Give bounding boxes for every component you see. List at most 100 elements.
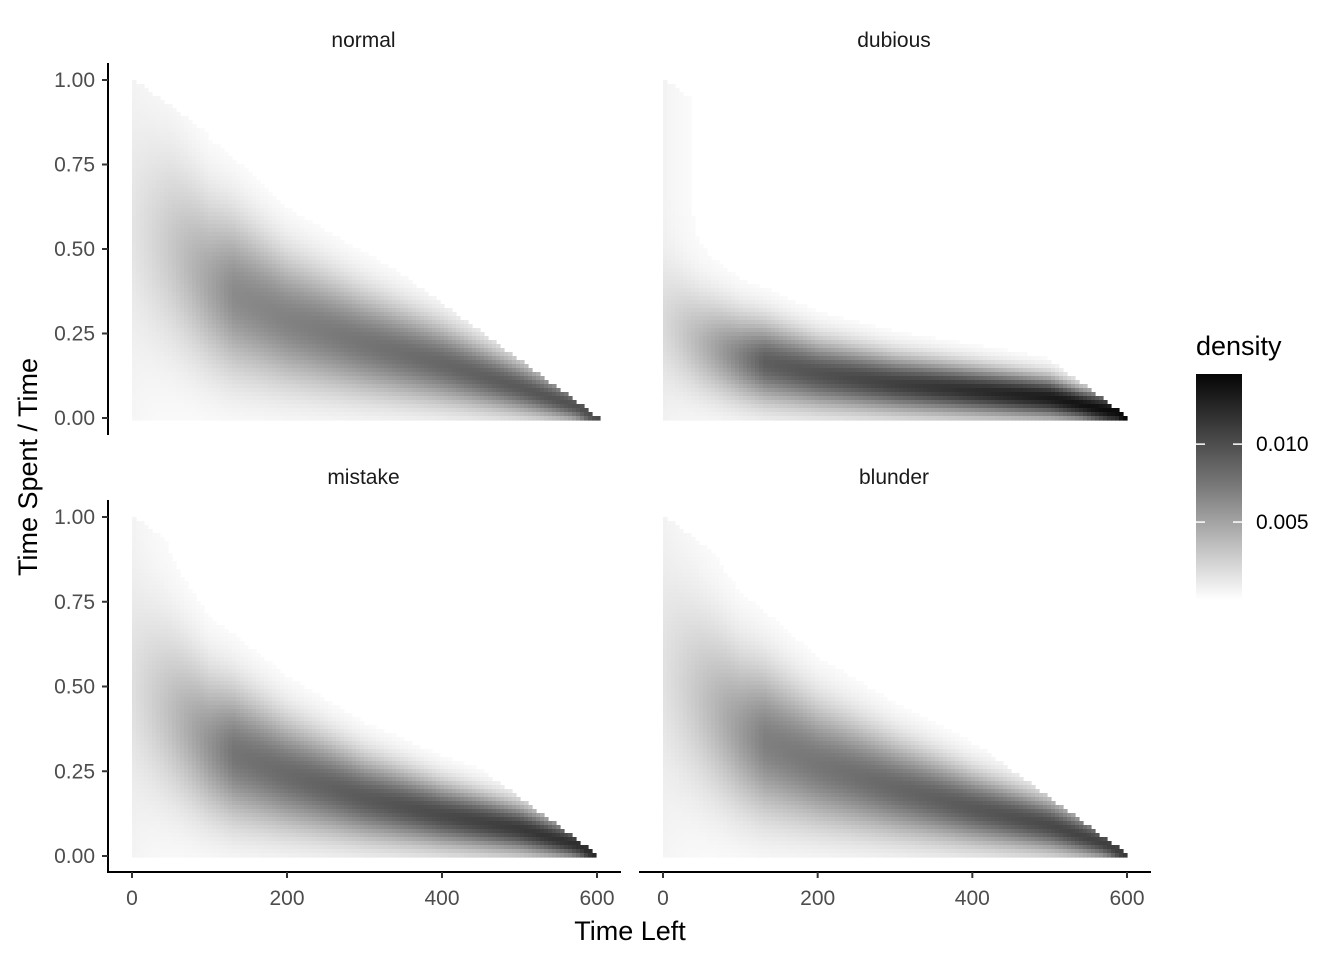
density-cell [184, 340, 189, 345]
density-cell [204, 316, 209, 321]
density-cell [404, 348, 409, 353]
density-cell [180, 312, 185, 317]
density-cell [548, 388, 553, 393]
density-cell [372, 256, 377, 261]
density-cell [384, 300, 389, 305]
density-cell [424, 388, 429, 393]
density-cell [288, 236, 293, 241]
density-cell [328, 312, 333, 317]
density-cell [152, 148, 157, 153]
density-cell [388, 288, 393, 293]
density-cell [168, 136, 173, 141]
density-cell [300, 384, 305, 389]
density-cell [328, 404, 333, 409]
density-cell [192, 216, 197, 221]
density-cell [136, 412, 141, 417]
density-cell [328, 308, 333, 313]
density-cell [200, 240, 205, 245]
density-cell [204, 140, 209, 145]
density-cell [228, 240, 233, 245]
density-cell [432, 336, 437, 341]
density-cell [452, 320, 457, 325]
density-cell [288, 244, 293, 249]
density-cell [168, 348, 173, 353]
density-cell [144, 260, 149, 265]
density-cell [332, 324, 337, 329]
density-cell [232, 304, 237, 309]
density-cell [280, 280, 285, 285]
density-cell [276, 324, 281, 329]
density-cell [212, 156, 217, 161]
density-cell [540, 384, 545, 389]
density-cell [424, 384, 429, 389]
density-cell [348, 372, 353, 377]
density-cell [316, 372, 321, 377]
density-cell [412, 284, 417, 289]
density-cell [376, 376, 381, 381]
density-cell [236, 236, 241, 241]
density-cell [136, 348, 141, 353]
density-cell [140, 300, 145, 305]
density-cell [344, 312, 349, 317]
density-cell [180, 256, 185, 261]
density-cell [268, 296, 273, 301]
density-cell [584, 416, 589, 421]
density-cell [308, 344, 313, 349]
density-cell [184, 264, 189, 269]
density-cell [360, 380, 365, 385]
density-cell [240, 316, 245, 321]
density-cell [132, 112, 137, 117]
density-cell [152, 196, 157, 201]
density-cell [188, 396, 193, 401]
density-cell [412, 336, 417, 341]
density-cell [320, 248, 325, 253]
density-cell [140, 100, 145, 105]
density-cell [136, 188, 141, 193]
density-cell [144, 236, 149, 241]
density-cell [156, 240, 161, 245]
density-cell [324, 324, 329, 329]
density-cell [224, 308, 229, 313]
density-cell [516, 412, 521, 417]
density-cell [344, 288, 349, 293]
density-cell [152, 416, 157, 421]
density-cell [328, 412, 333, 417]
density-cell [252, 376, 257, 381]
density-cell [208, 288, 213, 293]
density-cell [140, 108, 145, 113]
density-cell [388, 348, 393, 353]
density-cell [152, 328, 157, 333]
density-cell [332, 400, 337, 405]
density-cell [356, 344, 361, 349]
density-cell [200, 268, 205, 273]
density-cell [248, 380, 253, 385]
density-cell [208, 224, 213, 229]
density-cell [508, 372, 513, 377]
density-cell [428, 364, 433, 369]
density-cell [444, 368, 449, 373]
density-cell [132, 344, 137, 349]
density-cell [460, 348, 465, 353]
density-cell [152, 400, 157, 405]
density-cell [272, 204, 277, 209]
density-cell [256, 332, 261, 337]
density-cell [404, 328, 409, 333]
density-cell [144, 148, 149, 153]
density-cell [396, 288, 401, 293]
density-cell [200, 300, 205, 305]
density-cell [176, 300, 181, 305]
density-cell [216, 228, 221, 233]
density-cell [152, 300, 157, 305]
density-cell [532, 392, 537, 397]
density-cell [216, 264, 221, 269]
density-cell [412, 392, 417, 397]
density-cell [436, 368, 441, 373]
density-cell [132, 128, 137, 133]
density-cell [380, 384, 385, 389]
density-cell [152, 280, 157, 285]
density-cell [132, 204, 137, 209]
density-cell [248, 188, 253, 193]
density-cell [236, 380, 241, 385]
density-cell [308, 416, 313, 421]
density-cell [132, 96, 137, 101]
